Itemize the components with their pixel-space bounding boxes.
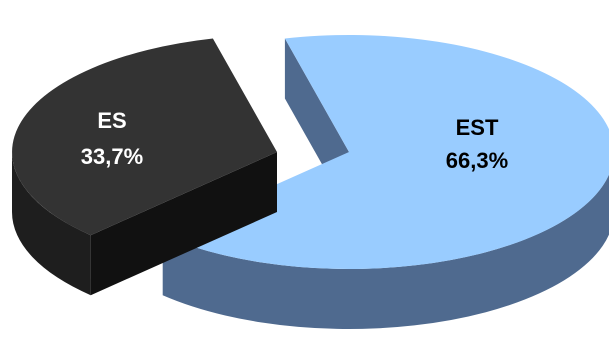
pie-slice-es — [12, 38, 277, 296]
pie-slice-es-inner-face — [90, 152, 277, 296]
slice-label-es: ES — [97, 108, 126, 133]
slice-value-es: 33,7% — [81, 144, 143, 169]
slice-value-est: 66,3% — [446, 148, 508, 173]
pie-slice-es-side — [12, 152, 91, 296]
slice-label-est: EST — [456, 115, 499, 140]
pie-slice-es-top — [12, 38, 277, 236]
pie-slice-est-side — [162, 174, 609, 329]
